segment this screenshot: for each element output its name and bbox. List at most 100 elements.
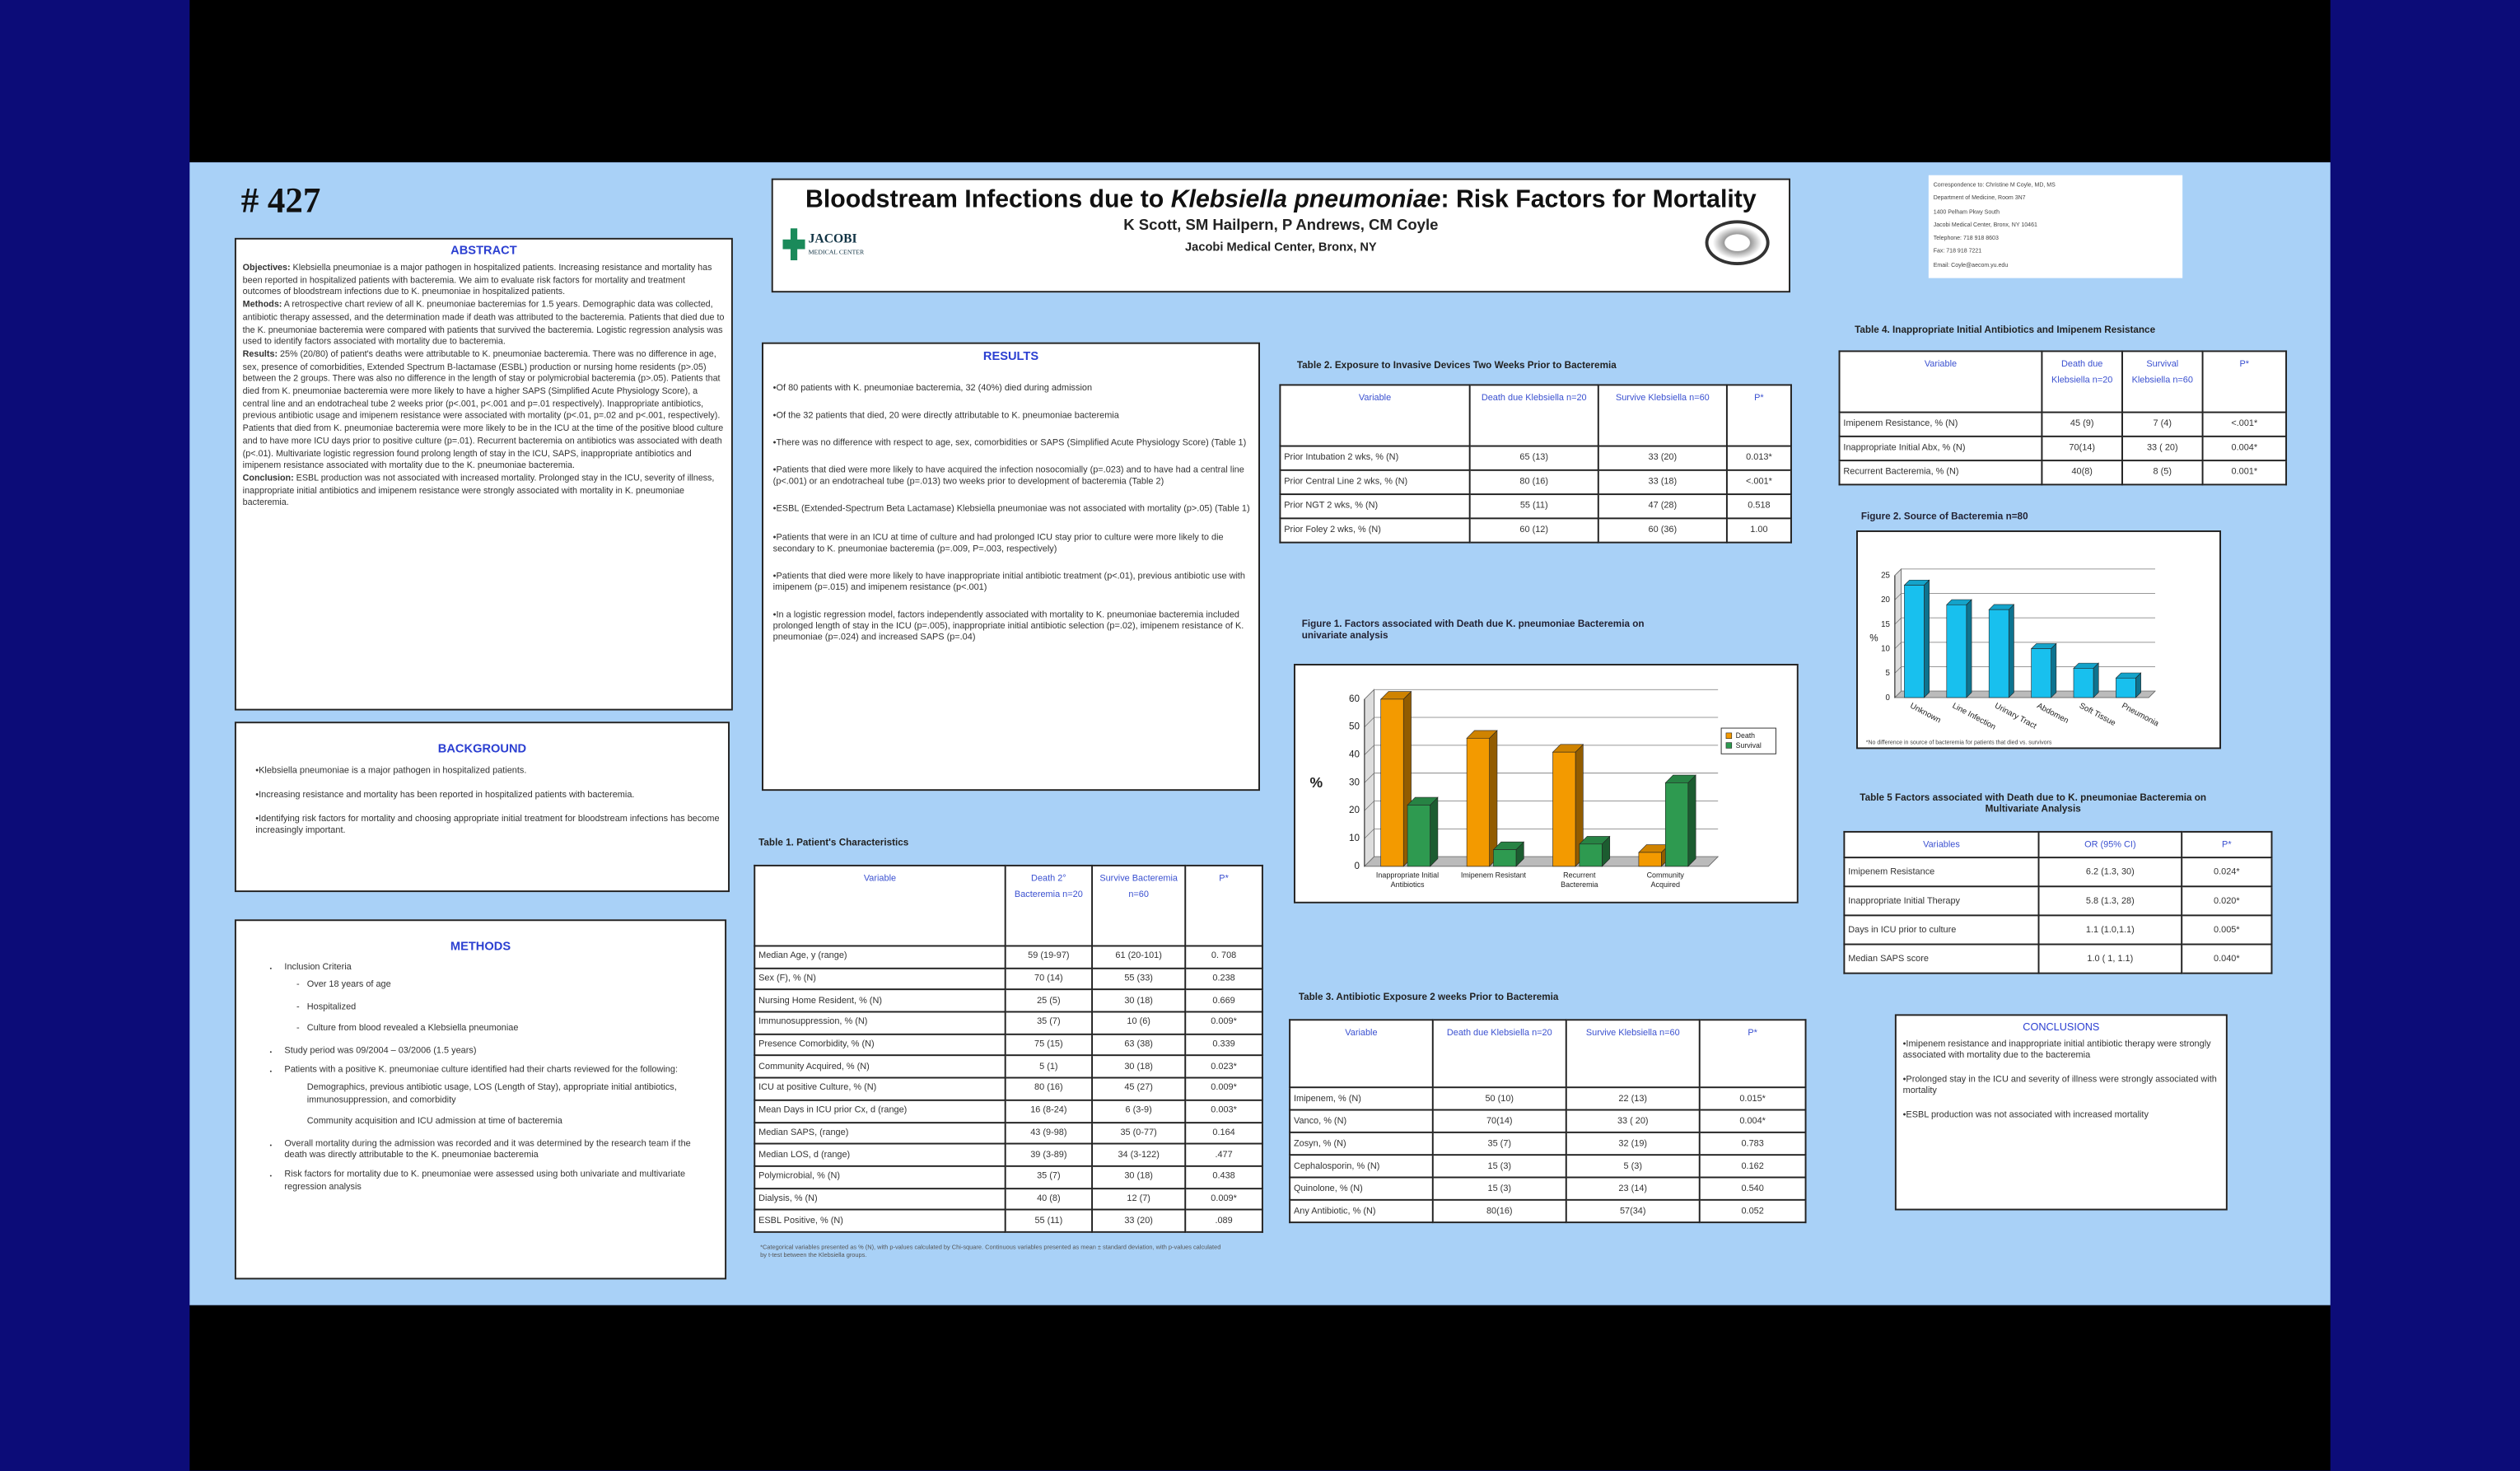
conclusions-text: •Imipenem resistance and inappropriate i… xyxy=(1903,1040,2219,1123)
table-cell: 75 (15) xyxy=(1004,1033,1094,1057)
table-row: ESBL Positive, % (N) 55 (11) 33 (20) .089 xyxy=(754,1209,1263,1233)
contact-line: Fax: 718 918 7221 xyxy=(1933,248,1982,255)
header-cell: Death 2° Bacteremia n=20 xyxy=(1004,864,1094,947)
table-cell: 0.040* xyxy=(2181,943,2273,974)
results-item: •ESBL (Extended-Spectrum Beta Lactamase)… xyxy=(772,505,1250,516)
y-tick-label: 10 xyxy=(1881,645,1890,654)
table-cell: 7 (4) xyxy=(2121,411,2204,437)
table-row: Median SAPS score 1.0 ( 1, 1.1) 0.040* xyxy=(1843,943,2273,974)
header-cell: Variables xyxy=(1843,830,2040,859)
bar xyxy=(1466,737,1490,867)
conclusions-item: •Prolonged stay in the ICU and severity … xyxy=(1902,1075,2217,1097)
header-cell: Survive Bacteremia n=60 xyxy=(1091,864,1187,947)
contact-line: Correspondence to: Christine M Coyle, MD… xyxy=(1933,181,2056,189)
table-row: Mean Days in ICU prior Cx, d (range) 16 (… xyxy=(754,1099,1263,1123)
abstract-text: Objectives: Klebsiella pneumoniae is a m… xyxy=(243,264,725,511)
table-cell: 23 (14) xyxy=(1565,1176,1701,1201)
table-row: Inappropriate Initial Therapy 5.8 (1.3, 2… xyxy=(1843,885,2273,917)
bar xyxy=(1407,805,1430,867)
table-row: ICU at positive Culture, % (N) 80 (16) 45 … xyxy=(754,1076,1263,1101)
results-item: •Patients that died were more likely to … xyxy=(772,572,1245,593)
table-cell: 35 (7) xyxy=(1431,1131,1567,1156)
table-cell: 45 (9) xyxy=(2041,411,2123,437)
table-cell: Community Acquired, % (N) xyxy=(754,1055,1006,1079)
table-row: Vanco, % (N) 70(14) 33 ( 20) 0.004* xyxy=(1289,1109,1807,1133)
bar xyxy=(2031,648,2051,698)
methods-item: Study period was 09/2004 – 03/2006 (1.5 … xyxy=(284,1046,705,1058)
abstract-paragraph: Conclusion: ESBL production was not asso… xyxy=(243,474,725,511)
table-cell: 22 (13) xyxy=(1565,1086,1701,1111)
grid-line xyxy=(1894,642,2156,649)
table-cell: Prior Foley 2 wks, % (N) xyxy=(1279,517,1471,544)
table-footnote: *Categorical variables presented as % (N… xyxy=(760,1244,1221,1259)
bar xyxy=(2116,677,2136,698)
table-row: Quinolone, % (N) 15 (3) 23 (14) 0.540 xyxy=(1289,1176,1807,1201)
table-cell: Imipenem, % (N) xyxy=(1289,1086,1434,1111)
paragraph-text: A retrospective chart review of all K. p… xyxy=(242,301,725,348)
table-cell: 33 ( 20) xyxy=(2121,435,2204,462)
background-item: •Klebsiella pneumoniae is a major pathog… xyxy=(255,766,527,777)
grid-line xyxy=(1364,717,1719,728)
conclusions-item: •Imipenem resistance and inappropriate i… xyxy=(1902,1039,2211,1062)
header-cell: P* xyxy=(1184,864,1263,947)
legend-swatch xyxy=(1725,742,1733,749)
grid-line xyxy=(1364,773,1719,783)
contact-line: Telephone: 718 918 8603 xyxy=(1933,235,1999,242)
table-cell: 0.015* xyxy=(1698,1086,1807,1111)
top-band xyxy=(189,0,2331,163)
grid-line xyxy=(1364,801,1719,811)
data-table: Variable Death 2° Bacteremia n=20 Survive … xyxy=(754,864,1263,1233)
table-row: Sex (F), % (N) 70 (14) 55 (33) 0.238 xyxy=(754,967,1263,991)
methods-subitem: Demographics, previous antibiotic usage,… xyxy=(306,1084,677,1106)
paragraph-label: Conclusion: xyxy=(242,474,294,484)
y-tick-label: 40 xyxy=(1349,749,1360,759)
x-tick-label: Pneumonia xyxy=(2120,702,2160,729)
table-cell: 47 (28) xyxy=(1597,493,1728,520)
methods-item-text: Study period was 09/2004 – 03/2006 (1.5 … xyxy=(284,1045,477,1056)
bar-side xyxy=(1687,774,1696,867)
methods-subitem: Culture from blood revealed a Klebsiella… xyxy=(307,1025,706,1036)
abstract-paragraph: Objectives: Klebsiella pneumoniae is a m… xyxy=(243,264,725,301)
table-row: Zosyn, % (N) 35 (7) 32 (19) 0.783 xyxy=(1289,1131,1807,1156)
table-cell: 10 (6) xyxy=(1091,1011,1187,1035)
header-cell: Death due Klebsiella n=20 xyxy=(1468,384,1599,447)
y-tick-label: 30 xyxy=(1349,777,1360,787)
y-tick-label: 20 xyxy=(1349,805,1360,815)
title-part: Klebsiella pneumoniae xyxy=(1170,186,1441,214)
section-heading: ABSTRACT xyxy=(450,242,517,258)
table-cell: ICU at positive Culture, % (N) xyxy=(754,1076,1006,1101)
data-table: Variable Death due Klebsiella n=20 Surviva… xyxy=(1838,350,2288,486)
table-cell: ESBL Positive, % (N) xyxy=(754,1209,1006,1233)
bar-side xyxy=(2093,662,2099,698)
chart-title: Figure 1. Factors associated with Death … xyxy=(1301,620,1645,642)
y-tick-label: 50 xyxy=(1349,721,1360,732)
table-cell: Sex (F), % (N) xyxy=(754,967,1006,991)
bar xyxy=(1988,609,2009,698)
logo-name: JACOBI xyxy=(808,231,857,246)
y-tick-label: 10 xyxy=(1349,833,1360,843)
grid-line xyxy=(1364,689,1719,700)
y-axis-label: % xyxy=(1309,774,1323,791)
table-cell: Quinolone, % (N) xyxy=(1289,1176,1434,1201)
table-cell: 0.438 xyxy=(1184,1165,1263,1189)
table-cell: 0.009* xyxy=(1184,1187,1263,1211)
table-cell: 70 (14) xyxy=(1004,967,1094,991)
data-table: Variable Death due Klebsiella n=20 Survive… xyxy=(1289,1019,1807,1224)
table-cell: Inappropriate Initial Therapy xyxy=(1843,885,2040,917)
table-row: Inappropriate Initial Abx, % (N) 70(14) 33… xyxy=(1838,435,2288,462)
logo: JACOBI MEDICAL CENTER xyxy=(782,228,879,267)
abstract-paragraph: Methods: A retrospective chart review of… xyxy=(243,301,725,350)
table-row: Cephalosporin, % (N) 15 (3) 5 (3) 0.162 xyxy=(1289,1154,1807,1179)
table-cell: 1.0 ( 1, 1.1) xyxy=(2037,943,2183,974)
methods-sublist: Demographics, previous antibiotic usage,… xyxy=(284,1084,705,1129)
y-tick-label: 0 xyxy=(1886,693,1891,703)
table-cell: 0.009* xyxy=(1184,1011,1263,1035)
paragraph-text: 25% (20/80) of patient's deaths were att… xyxy=(242,350,724,472)
grid-line xyxy=(1894,617,2156,625)
table-cell: 35 (7) xyxy=(1004,1165,1094,1189)
header-cell: P* xyxy=(1698,1019,1807,1089)
paragraph-label: Objectives: xyxy=(242,264,291,273)
results-item: •There was no difference with respect to… xyxy=(772,439,1247,449)
table-cell: .089 xyxy=(1184,1209,1263,1233)
data-table: Variable Death due Klebsiella n=20 Survive… xyxy=(1279,384,1792,544)
